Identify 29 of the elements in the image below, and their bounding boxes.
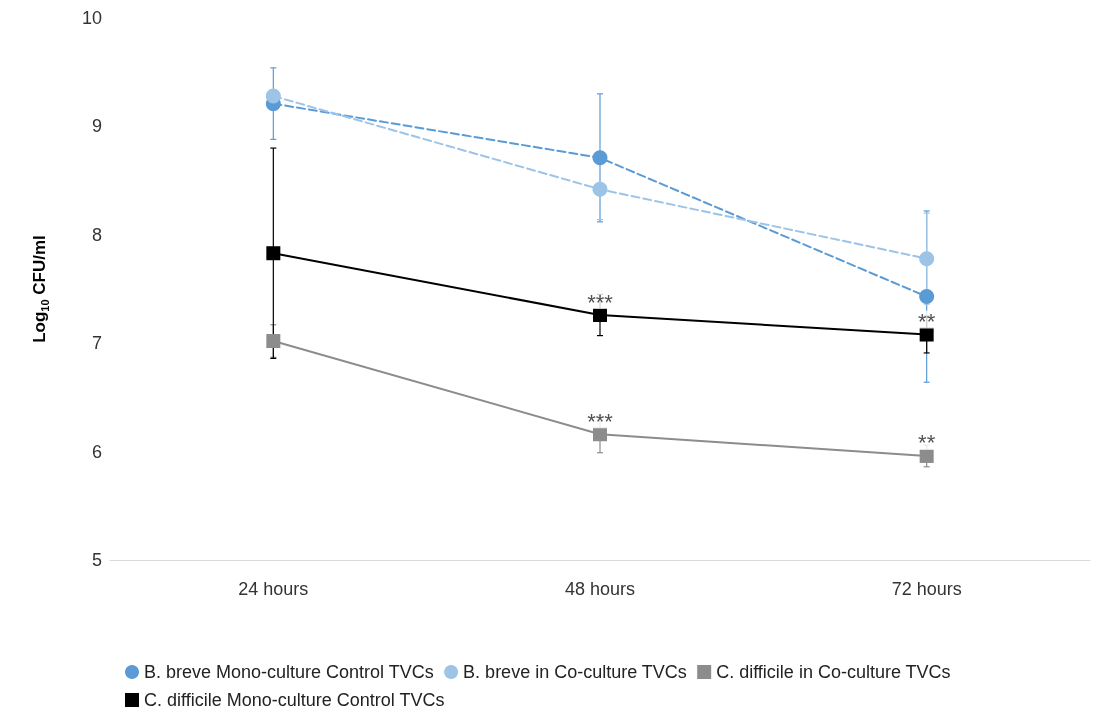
point <box>266 334 281 349</box>
annotation: ** <box>918 430 936 456</box>
point <box>265 88 281 104</box>
legend-label: B. breve Mono-culture Control TVCs <box>144 662 434 682</box>
legend-label: C. difficile Mono-culture Control TVCs <box>144 690 445 710</box>
y-tick-label: 6 <box>91 441 102 462</box>
point <box>593 308 607 323</box>
y-tick-label: 9 <box>91 116 102 137</box>
point <box>919 327 934 342</box>
x-tick-label: 48 hours <box>564 579 636 599</box>
y-tick-label: 5 <box>91 550 102 570</box>
annotation: *** <box>587 289 614 315</box>
point <box>592 150 608 166</box>
point <box>919 448 934 463</box>
point <box>593 427 607 442</box>
x-tick-label: 24 hours <box>238 579 309 599</box>
point <box>919 251 935 267</box>
annotation: ** <box>918 309 936 335</box>
y-tick-label: 7 <box>91 333 102 354</box>
annotation: *** <box>587 408 614 434</box>
legend-label: C. difficile in Co-culture TVCs <box>716 662 951 682</box>
legend-label: B. breve in Co-culture TVCs <box>463 662 687 682</box>
y-axis-title: Log10 CFU/ml <box>30 235 51 343</box>
y-tick-label: 8 <box>91 224 102 245</box>
point <box>592 181 608 197</box>
y-tick-label: 10 <box>81 8 102 28</box>
point <box>919 289 935 305</box>
point <box>266 246 281 261</box>
x-tick-label: 72 hours <box>891 579 962 599</box>
